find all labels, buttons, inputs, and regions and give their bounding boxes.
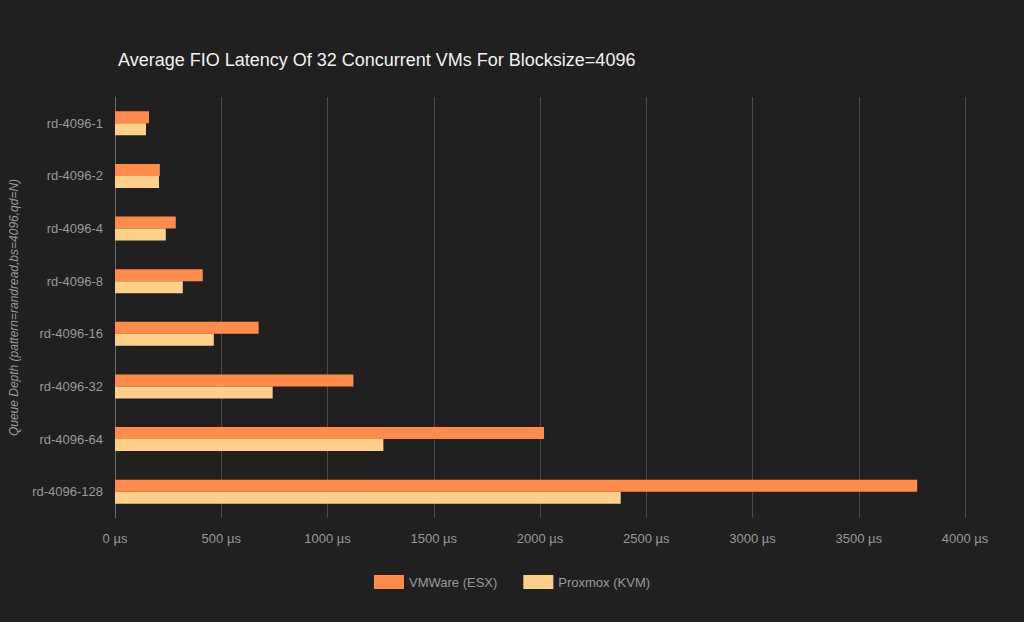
svg-text:rd-4096-128: rd-4096-128	[32, 484, 103, 499]
svg-text:2000 µs: 2000 µs	[517, 531, 564, 546]
svg-text:Average FIO Latency Of 32 Conc: Average FIO Latency Of 32 Concurrent VMs…	[118, 50, 635, 70]
svg-text:Proxmox (KVM): Proxmox (KVM)	[558, 575, 650, 590]
svg-text:rd-4096-32: rd-4096-32	[39, 379, 103, 394]
svg-text:rd-4096-1: rd-4096-1	[47, 116, 103, 131]
svg-text:rd-4096-8: rd-4096-8	[47, 274, 103, 289]
svg-text:1500 µs: 1500 µs	[410, 531, 457, 546]
svg-text:VMWare (ESX): VMWare (ESX)	[409, 575, 497, 590]
svg-text:rd-4096-4: rd-4096-4	[47, 221, 103, 236]
svg-text:500 µs: 500 µs	[202, 531, 242, 546]
svg-text:1000 µs: 1000 µs	[304, 531, 351, 546]
svg-text:rd-4096-2: rd-4096-2	[47, 168, 103, 183]
svg-text:2500 µs: 2500 µs	[623, 531, 670, 546]
svg-text:4000 µs: 4000 µs	[942, 531, 989, 546]
svg-text:Queue Depth (pattern=randread,: Queue Depth (pattern=randread,bs=4096,qd…	[7, 179, 21, 436]
svg-text:3000 µs: 3000 µs	[729, 531, 776, 546]
svg-text:rd-4096-64: rd-4096-64	[39, 432, 103, 447]
svg-text:rd-4096-16: rd-4096-16	[39, 326, 103, 341]
svg-text:3500 µs: 3500 µs	[835, 531, 882, 546]
svg-text:0 µs: 0 µs	[103, 531, 128, 546]
